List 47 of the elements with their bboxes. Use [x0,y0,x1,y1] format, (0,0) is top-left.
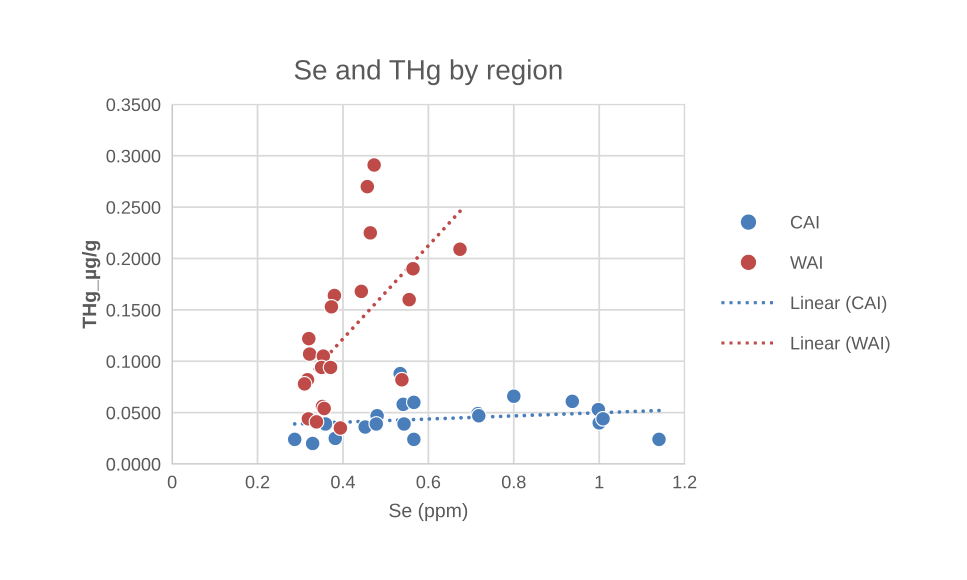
y-tick-label: 0.3500 [106,98,160,112]
point [396,416,412,432]
x-tick-label: 1.2 [673,476,696,488]
y-tick-label: 0.3000 [106,150,160,162]
legend-label: WAI [790,256,822,269]
y-tick-label: 0.1000 [106,355,160,368]
legend-label: Linear (CAI) [791,296,886,313]
x-tick-label: 0 [168,476,176,488]
y-tick-label: 0.0500 [106,406,160,420]
point [302,346,318,362]
x-tick-label: 0.2 [246,476,270,488]
chart-title: Se and THg by region [294,59,562,86]
point [651,432,667,448]
point [452,241,468,258]
y-tick-label: 0.2000 [106,252,160,266]
point [324,298,340,315]
point [406,394,422,410]
x-tick-label: 0.8 [502,476,526,488]
point [300,330,317,346]
point [366,157,382,173]
y-axis-title: THg_µg/g [82,241,100,328]
point [286,432,303,448]
point [359,178,376,194]
x-tick-label: 1 [596,476,604,488]
point [308,414,324,430]
point [506,388,522,404]
point [322,360,338,376]
legend-label: Linear (WAI) [791,336,890,354]
x-axis-title: Se (ppm) [389,503,468,522]
point [405,260,421,277]
y-tick-label: 0.1500 [106,304,160,317]
point [362,224,378,241]
point [296,376,312,392]
point [401,292,417,308]
point [304,436,320,452]
x-tick-label: 0.4 [331,476,355,488]
x-tick-label: 0.6 [416,476,440,488]
point [332,420,348,436]
point [394,372,410,388]
point [353,284,370,300]
legend-label: CAI [790,216,818,229]
point [595,410,611,427]
point [368,416,384,432]
point [564,393,580,410]
y-tick-label: 0.0000 [106,458,160,471]
y-tick-label: 0.2500 [106,201,160,214]
point [406,432,422,448]
